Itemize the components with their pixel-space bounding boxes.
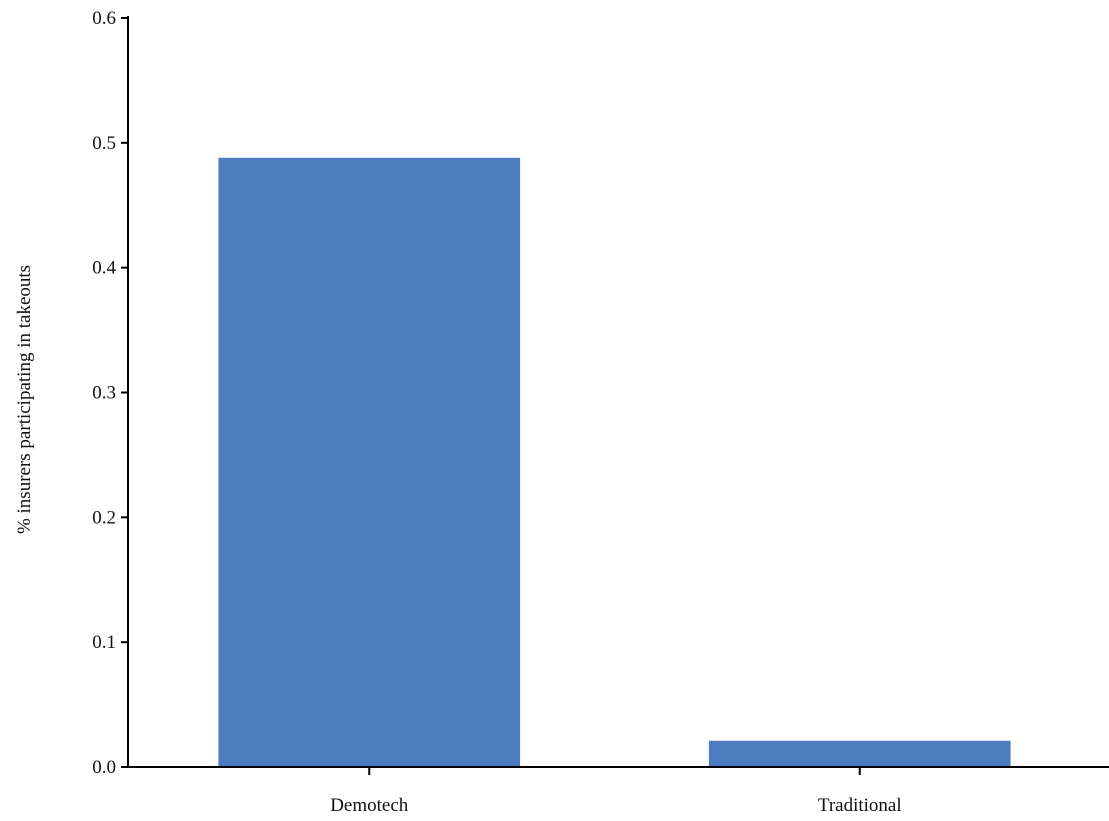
y-tick-label: 0.6	[92, 8, 116, 29]
x-tick-label-demotech: Demotech	[330, 795, 409, 816]
y-tick-label: 0.0	[92, 757, 116, 778]
x-axis: Demotech Traditional	[127, 766, 1109, 816]
bar-traditional	[708, 740, 1011, 767]
y-tick-label: 0.3	[92, 383, 116, 404]
y-tick-label: 0.1	[92, 632, 116, 653]
x-tick-label-traditional: Traditional	[818, 795, 902, 816]
y-axis-label: % insurers participating in takeouts	[14, 265, 35, 534]
y-tick-label: 0.5	[92, 133, 116, 154]
bar-demotech	[218, 157, 521, 767]
y-tick-label: 0.2	[92, 507, 116, 528]
bars-group	[218, 157, 1011, 767]
y-axis: 0.0 0.1 0.2 0.3 0.4 0.5 0.6	[92, 8, 129, 778]
y-tick-label: 0.4	[92, 258, 116, 279]
